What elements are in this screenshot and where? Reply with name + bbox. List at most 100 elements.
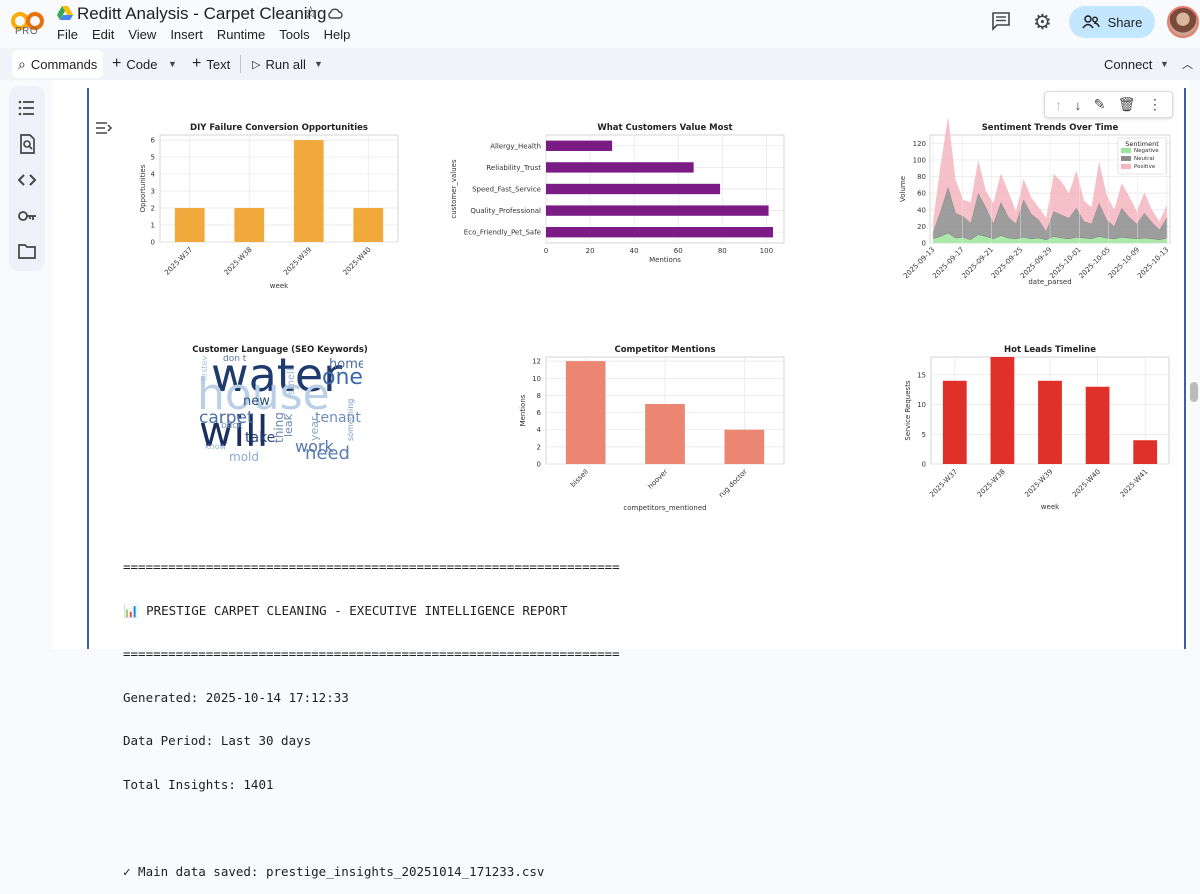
collapse-toolbar-button[interactable]: ︿ <box>1176 50 1199 78</box>
files-folder-icon[interactable] <box>17 241 37 261</box>
code-options-button[interactable]: ▼ <box>162 50 183 78</box>
y-tick-label: 60 <box>917 190 926 198</box>
delete-icon[interactable]: 🗑 <box>1117 96 1136 112</box>
add-code-button[interactable]: + Code <box>106 50 163 78</box>
y-tick-label: Reliability_Trust <box>486 164 541 172</box>
connect-button[interactable]: Connect <box>1098 50 1158 78</box>
move-down-icon[interactable]: ↓ <box>1074 96 1082 113</box>
menu-help[interactable]: Help <box>323 27 351 42</box>
menu-runtime[interactable]: Runtime <box>216 27 266 42</box>
wordcloud-word: tenant <box>315 410 361 426</box>
pro-badge: PRO <box>15 26 39 37</box>
chart-title: Competitor Mentions <box>614 345 715 355</box>
y-tick-label: 40 <box>917 206 926 214</box>
diy-failure-chart: DIY Failure Conversion Opportunities 0 1 2 3… <box>139 123 399 290</box>
y-tick-label: 0 <box>922 240 926 248</box>
y-tick-label: Speed_Fast_Service <box>472 186 541 194</box>
report-rule-top: ========================================… <box>123 559 620 574</box>
menu-edit[interactable]: Edit <box>91 27 115 42</box>
wordcloud-word: firstever <box>200 355 209 381</box>
cell-focus-bar <box>87 88 89 649</box>
code-snippets-icon[interactable] <box>17 170 37 190</box>
wordcloud-word: carpet <box>199 408 254 428</box>
y-tick-label: 2 <box>537 443 541 451</box>
chevron-down-icon: ▼ <box>314 59 323 69</box>
wordcloud-word: know <box>205 442 227 451</box>
y-axis-label: Mentions <box>519 394 527 426</box>
y-tick-label: 6 <box>537 409 542 417</box>
notebook-title[interactable]: Reditt Analysis - Carpet Cleaning <box>77 4 327 23</box>
bar <box>724 429 765 464</box>
x-tick-label: 2025-W39 <box>282 246 313 277</box>
connect-options-button[interactable]: ▼ <box>1154 50 1175 78</box>
share-button[interactable]: Share <box>1069 6 1155 38</box>
bar <box>546 140 613 151</box>
wordcloud-word: new <box>243 394 270 409</box>
y-tick-label: 3 <box>151 188 155 196</box>
y-tick-label: 5 <box>151 154 155 162</box>
bar <box>565 361 606 464</box>
report-generated: Generated: 2025-10-14 17:12:33 <box>123 689 349 705</box>
wordcloud-word: thing <box>272 412 286 443</box>
wordcloud-word: back <box>221 421 243 431</box>
wordcloud-word: water <box>211 355 343 402</box>
menu-view[interactable]: View <box>128 27 157 42</box>
x-tick-label: rug doctor <box>717 468 749 500</box>
commands-button[interactable]: ⌕ Commands <box>12 50 104 78</box>
cell-toolbar: ↑ ↓ ✎ 🗑 ⋮ <box>1044 91 1173 118</box>
y-tick-label: 120 <box>913 140 926 148</box>
legend-swatch <box>1121 156 1131 161</box>
x-tick-label: 20 <box>586 247 595 255</box>
bar <box>546 183 721 195</box>
cloud-sync-icon[interactable] <box>327 6 343 20</box>
executive-report-output: ========================================… <box>123 531 620 894</box>
output-actions-icon[interactable] <box>95 120 113 136</box>
wordcloud-word: need <box>305 443 350 463</box>
avatar[interactable] <box>1167 6 1199 38</box>
top-bar: PRO Reditt Analysis - Carpet Cleaning ☆ … <box>0 0 1200 48</box>
menu-insert[interactable]: Insert <box>170 27 203 42</box>
report-period: Data Period: Last 30 days <box>123 733 312 748</box>
x-tick-label: 2025-W37 <box>163 246 194 277</box>
chart-title: What Customers Value Most <box>597 123 732 133</box>
legend-label: Positive <box>1134 164 1156 170</box>
star-icon[interactable]: ☆ <box>303 3 319 22</box>
commands-label: Commands <box>30 56 98 72</box>
menu-tools[interactable]: Tools <box>279 27 310 42</box>
y-tick-label: Eco_Friendly_Pet_Safe <box>464 229 541 237</box>
gear-icon[interactable]: ⚙ <box>1033 11 1052 34</box>
x-tick-label: 2025-W37 <box>928 468 959 499</box>
comment-icon[interactable] <box>991 11 1011 31</box>
search-icon: ⌕ <box>18 55 26 72</box>
customer-values-chart: What Customers Value Most 0 20 40 60 80 100 All… <box>450 123 785 264</box>
wordcloud-title-svg: Customer Language (SEO Keywords) <box>192 345 368 355</box>
x-axis-label: week <box>1041 503 1060 511</box>
scrollbar[interactable] <box>1190 382 1198 402</box>
secrets-key-icon[interactable] <box>17 206 37 226</box>
y-tick-label: Quality_Professional <box>470 207 541 215</box>
table-of-contents-icon[interactable] <box>17 98 37 118</box>
y-tick-label: 12 <box>532 358 541 366</box>
play-icon: ▷ <box>252 58 261 71</box>
x-tick-label: 60 <box>674 247 683 255</box>
find-replace-icon[interactable] <box>17 134 37 154</box>
drive-icon <box>57 6 73 20</box>
add-text-button[interactable]: + Text <box>186 50 236 78</box>
plus-icon: + <box>192 55 202 72</box>
bar <box>546 227 773 238</box>
menu-file[interactable]: File <box>57 27 78 42</box>
y-axis-label: Volume <box>899 176 907 202</box>
competitor-mentions-chart: Competitor Mentions 0 2 4 6 8 10 12 bissell hoove… <box>519 345 785 512</box>
run-options-button[interactable]: ▼ <box>308 50 329 78</box>
report-saved: ✓ Main data saved: prestige_insights_202… <box>123 863 545 879</box>
y-tick-label: 20 <box>917 223 926 231</box>
more-icon[interactable]: ⋮ <box>1147 96 1162 112</box>
colab-logo-icon[interactable] <box>10 4 46 40</box>
move-up-icon[interactable]: ↑ <box>1055 96 1063 113</box>
y-axis-label: Opportunities <box>139 164 147 212</box>
text-label: Text <box>206 56 231 72</box>
run-all-button[interactable]: ▷ Run all <box>246 50 312 78</box>
x-tick-label: 2025-W40 <box>1071 468 1102 499</box>
edit-icon[interactable]: ✎ <box>1093 96 1106 112</box>
x-axis-label: competitors_mentioned <box>623 504 706 512</box>
